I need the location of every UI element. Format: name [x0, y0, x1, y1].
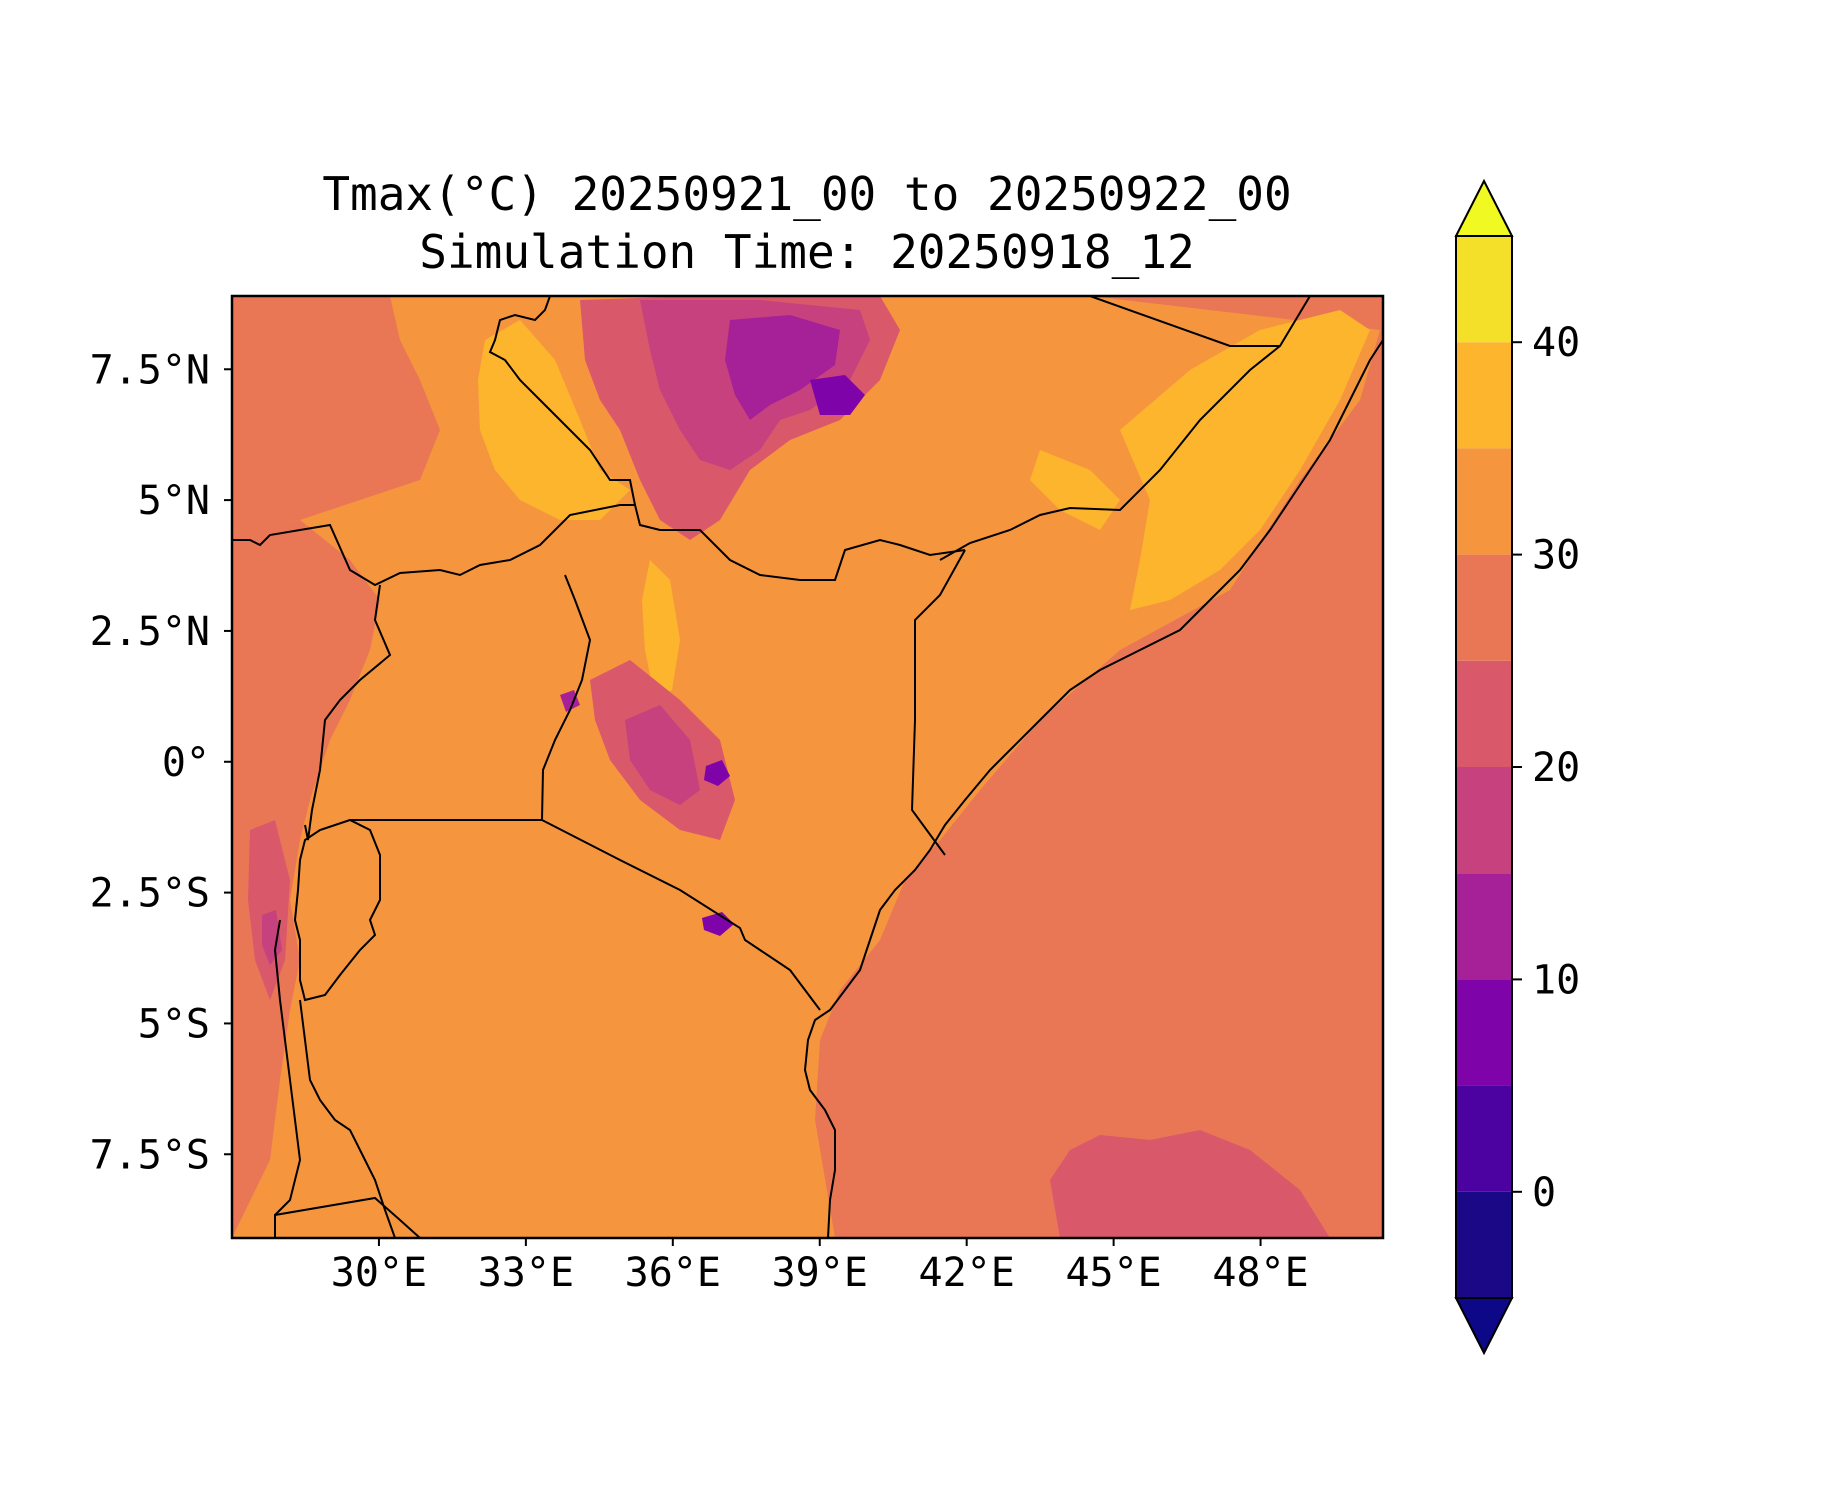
colorbar-segment: [1456, 979, 1512, 1086]
border-drc-west: [273, 919, 302, 1216]
temperature-field-20-25-indian-ocean: [1050, 1130, 1330, 1238]
x-tick-label: 48°E: [1212, 1250, 1308, 1296]
temperature-field-35-40-south-sudan: [478, 320, 630, 520]
y-tick-label: 5°N: [138, 478, 210, 524]
colorbar-segment: [1456, 660, 1512, 767]
temperature-field-25-30-west: [232, 520, 380, 1238]
border-south-sudan-ethiopia: [488, 296, 636, 506]
colorbar: 0 10 20 30 40: [1454, 178, 1580, 1356]
x-tick-label: 45°E: [1065, 1250, 1161, 1296]
colorbar-extend-min: [1454, 1297, 1514, 1356]
colorbar-tick-label: 10: [1532, 957, 1580, 1003]
colorbar-segment: [1456, 448, 1512, 555]
temperature-field-20-25-lake-tanganyika: [248, 820, 290, 1000]
temperature-field-10-15-ethiopia-highlands: [725, 315, 840, 420]
x-tick-label: 39°E: [772, 1250, 868, 1296]
border-tanzania-drc-lake: [299, 999, 396, 1238]
border-kenya-somalia: [910, 549, 966, 856]
y-tick-label: 7.5°N: [90, 347, 210, 393]
country-borders: [232, 296, 1383, 1238]
colorbar-tick-label: 0: [1532, 1170, 1556, 1216]
x-tick-label: 36°E: [625, 1250, 721, 1296]
colorbar-tick-label: 30: [1532, 533, 1580, 579]
border-rwanda-burundi: [293, 818, 381, 1002]
x-tick-label: 33°E: [478, 1250, 574, 1296]
colorbar-segment: [1456, 342, 1512, 449]
temperature-field-15-20-lake-kivu: [262, 910, 282, 965]
border-uganda-kenya: [541, 574, 592, 821]
map-frame: [230, 294, 1385, 1240]
y-tick-label: 0°: [162, 740, 210, 786]
colorbar-segment: [1456, 236, 1512, 343]
x-axis: 30°E 33°E 36°E 39°E 42°E 45°E 48°E: [331, 1238, 1309, 1296]
border-ethiopia-somalia: [1089, 296, 1311, 347]
y-tick-label: 7.5°S: [90, 1132, 210, 1178]
colorbar-segment: [1456, 767, 1512, 874]
border-uganda-drc: [304, 584, 392, 841]
temperature-field-5-10-mount-kenya: [704, 760, 730, 786]
border-kenya-tanzania: [541, 819, 821, 1011]
x-tick-label: 30°E: [331, 1250, 427, 1296]
x-tick-label: 42°E: [919, 1250, 1015, 1296]
colorbar-extend-max: [1454, 178, 1514, 237]
colorbar-segment: [1456, 554, 1512, 661]
border-tanzania-zambia-malawi: [274, 1196, 421, 1238]
map-title: Tmax(°C) 20250921_00 to 20250922_00: [322, 167, 1292, 221]
border-kenya-ethiopia-south-sudan: [232, 504, 966, 587]
colorbar-segment: [1456, 1085, 1512, 1192]
border-somalia-ethiopia-south: [939, 345, 1281, 561]
temperature-field-35-40-north-kenya: [642, 560, 680, 700]
coastline-east-africa: [803, 339, 1383, 1238]
colorbar-segment: [1456, 1191, 1512, 1298]
map-subtitle: Simulation Time: 20250918_12: [419, 225, 1195, 279]
temperature-field-25-30-north: [232, 296, 440, 530]
colorbar-segment: [1456, 873, 1512, 980]
temperature-field-30-35-tanzania: [330, 880, 560, 1140]
y-tick-label: 5°S: [138, 1001, 210, 1047]
colorbar-tick-label: 40: [1532, 320, 1580, 366]
temperature-field-5-10-ethiopia-highlands: [810, 375, 865, 415]
temperature-field-35-40-somalia: [1120, 310, 1370, 610]
y-tick-label: 2.5°N: [90, 609, 210, 655]
temperature-field-15-20-kenya-highlands: [625, 705, 700, 805]
y-tick-label: 2.5°S: [90, 871, 210, 917]
map-area: [232, 296, 1383, 1238]
y-axis: 7.5°N 5°N 2.5°N 0° 2.5°S 5°S 7.5°S: [90, 347, 232, 1178]
colorbar-tick-label: 20: [1532, 745, 1580, 791]
